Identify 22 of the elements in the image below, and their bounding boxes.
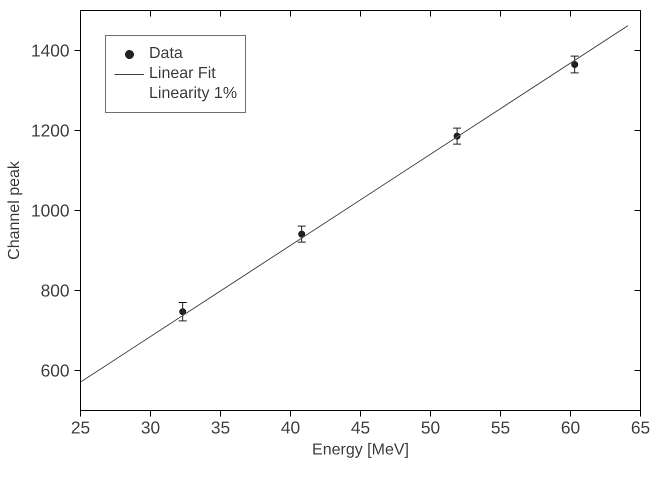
x-tick-label: 25 [70,418,90,438]
y-tick-label: 800 [40,280,70,300]
x-tick-label: 55 [490,418,510,438]
point [298,230,306,238]
y-tick-label: 1400 [30,40,70,60]
x-tick-label: 60 [560,418,580,438]
legend-label: Data [149,45,183,63]
y-tick-label: 1000 [30,200,70,220]
x-tick-label: 50 [420,418,440,438]
annotation: Linearity 1% [149,85,238,103]
x-tick-label: 45 [350,418,370,438]
x-tick-label: 65 [630,418,650,438]
x-tick-label: 40 [280,418,300,438]
x-tick-label: 35 [210,418,230,438]
y-tick-label: 600 [40,360,70,380]
y-tick-label: 1200 [30,120,70,140]
x-tick-label: 30 [140,418,160,438]
point [179,308,186,316]
y-axis-title: Channel peak [6,160,23,260]
legend-label: Linear Fit [149,65,216,83]
point [571,61,578,68]
x-axis-title: Energy [MeV] [312,442,409,458]
